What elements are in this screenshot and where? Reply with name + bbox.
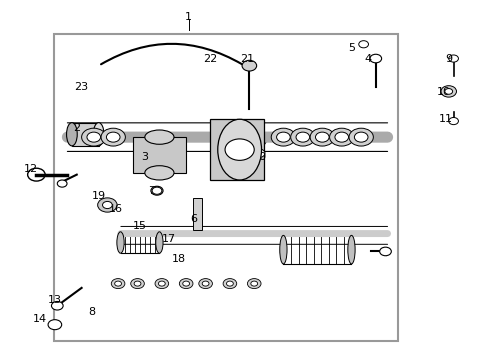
- Text: 11: 11: [438, 114, 452, 124]
- Text: 17: 17: [162, 234, 176, 244]
- Ellipse shape: [144, 166, 174, 180]
- Text: 16: 16: [108, 203, 122, 213]
- Text: 23: 23: [74, 82, 88, 92]
- FancyBboxPatch shape: [193, 198, 202, 230]
- Text: 10: 10: [436, 87, 450, 98]
- Text: 22: 22: [203, 54, 217, 64]
- Circle shape: [354, 132, 367, 142]
- Text: 5: 5: [347, 43, 354, 53]
- Circle shape: [223, 279, 236, 289]
- Circle shape: [152, 187, 162, 194]
- Circle shape: [48, 320, 61, 330]
- Circle shape: [348, 128, 372, 146]
- Circle shape: [242, 60, 256, 71]
- Text: 15: 15: [133, 221, 147, 231]
- Circle shape: [111, 279, 124, 289]
- Circle shape: [226, 281, 233, 286]
- Text: 1: 1: [184, 13, 192, 22]
- Text: 20: 20: [251, 152, 265, 162]
- Circle shape: [253, 149, 264, 157]
- Ellipse shape: [279, 235, 286, 264]
- Circle shape: [51, 301, 63, 310]
- Circle shape: [440, 86, 456, 97]
- Circle shape: [106, 132, 120, 142]
- Text: 14: 14: [33, 314, 47, 324]
- Circle shape: [358, 41, 368, 48]
- Circle shape: [334, 132, 348, 142]
- Circle shape: [309, 128, 334, 146]
- Polygon shape: [132, 137, 186, 173]
- Circle shape: [276, 132, 289, 142]
- Text: 13: 13: [48, 295, 62, 305]
- Circle shape: [315, 132, 328, 142]
- Text: 9: 9: [444, 54, 451, 64]
- Circle shape: [379, 247, 390, 256]
- Text: 21: 21: [240, 54, 253, 64]
- Text: 4: 4: [364, 54, 371, 64]
- Circle shape: [130, 279, 144, 289]
- Text: 12: 12: [23, 164, 38, 174]
- Circle shape: [444, 89, 452, 94]
- Text: 18: 18: [171, 253, 185, 264]
- Circle shape: [179, 279, 193, 289]
- Ellipse shape: [156, 232, 163, 253]
- Ellipse shape: [151, 186, 163, 195]
- Circle shape: [250, 281, 257, 286]
- Ellipse shape: [347, 235, 354, 264]
- Circle shape: [28, 168, 45, 181]
- Text: 2: 2: [73, 123, 80, 133]
- Circle shape: [271, 128, 295, 146]
- Circle shape: [290, 128, 314, 146]
- Circle shape: [115, 281, 121, 286]
- Circle shape: [369, 54, 381, 63]
- Text: 7: 7: [148, 186, 155, 196]
- Circle shape: [155, 279, 168, 289]
- Circle shape: [57, 180, 67, 187]
- Circle shape: [102, 202, 112, 208]
- FancyBboxPatch shape: [210, 119, 264, 180]
- Circle shape: [224, 139, 254, 160]
- Ellipse shape: [144, 130, 174, 144]
- Ellipse shape: [93, 123, 104, 146]
- Circle shape: [448, 55, 458, 62]
- Circle shape: [81, 128, 106, 146]
- Circle shape: [199, 279, 212, 289]
- Ellipse shape: [217, 119, 261, 180]
- Circle shape: [183, 281, 189, 286]
- Circle shape: [101, 128, 125, 146]
- Circle shape: [448, 117, 458, 125]
- Text: 3: 3: [141, 152, 148, 162]
- Circle shape: [202, 281, 208, 286]
- Circle shape: [98, 198, 117, 212]
- Text: 6: 6: [189, 214, 197, 224]
- Circle shape: [247, 279, 261, 289]
- Text: 19: 19: [91, 191, 105, 201]
- Circle shape: [134, 281, 141, 286]
- FancyBboxPatch shape: [72, 123, 99, 146]
- Circle shape: [158, 281, 165, 286]
- Ellipse shape: [66, 123, 77, 146]
- Circle shape: [329, 128, 353, 146]
- Ellipse shape: [117, 232, 124, 253]
- Circle shape: [87, 132, 101, 142]
- Text: 8: 8: [88, 307, 95, 317]
- Circle shape: [295, 132, 309, 142]
